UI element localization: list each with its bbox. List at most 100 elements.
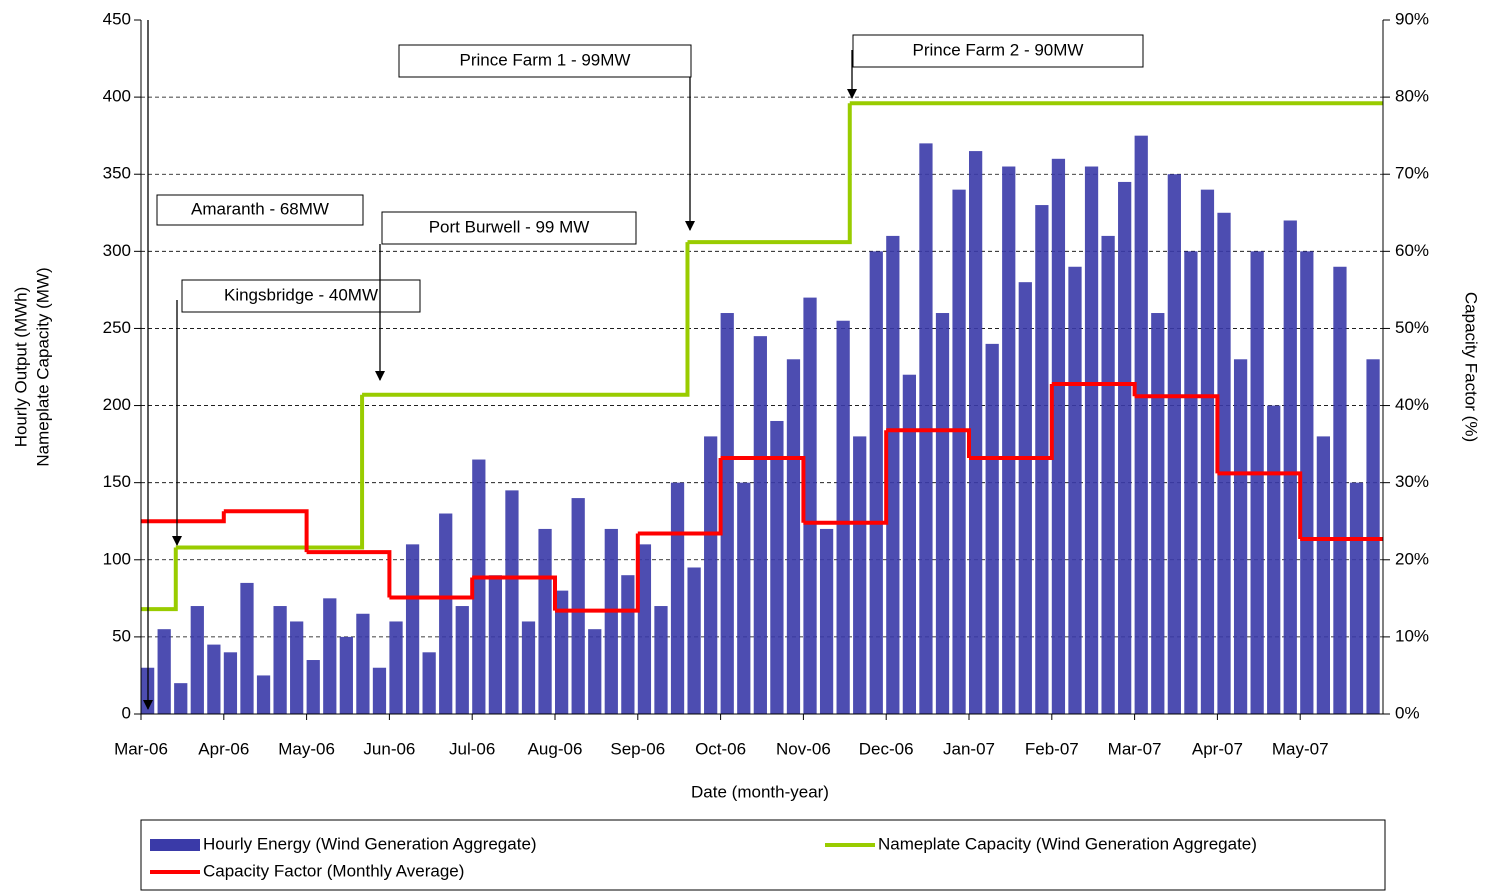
bar (1333, 266, 1347, 714)
bar (240, 582, 254, 714)
y2-tick-label: 80% (1395, 87, 1429, 106)
annotation-box (381, 211, 637, 245)
bar (704, 436, 718, 714)
step-segment (362, 242, 690, 397)
annotation-text: Prince Farm 1 - 99MW (460, 50, 631, 69)
y-tick-label: 150 (103, 472, 131, 491)
y-tick-label: 250 (103, 318, 131, 337)
step-segment (720, 455, 806, 523)
legend-label: Capacity Factor (Monthly Average) (203, 861, 464, 880)
x-tick-label: Aug-06 (528, 739, 583, 758)
bar (1002, 166, 1016, 714)
bar (1118, 181, 1132, 714)
y2-tick-label: 90% (1395, 9, 1429, 28)
bar (190, 606, 204, 714)
step-segment (175, 394, 365, 550)
bar (952, 189, 966, 715)
bar (405, 544, 420, 714)
bar (1051, 158, 1066, 715)
bar (356, 613, 370, 714)
bar (455, 606, 469, 714)
axes: 0 50 100 150 200 250 300 350 400 450 0% 10% 20% 30% 40… (103, 9, 1429, 758)
bar (157, 629, 171, 714)
bar (306, 660, 320, 714)
y-tick-label: 50 (112, 626, 131, 645)
bar (273, 606, 287, 714)
bar (902, 374, 917, 714)
bar (1283, 220, 1297, 714)
bar (803, 297, 817, 714)
bar (720, 313, 734, 714)
annotations: Amaranth - 68MW Kingsbridge - 40MW Port Bu… (143, 20, 1144, 710)
y2-tick-label: 50% (1395, 318, 1429, 337)
step-segment (637, 457, 723, 536)
bar (670, 482, 685, 714)
x-tick-label: Jan-07 (943, 739, 995, 758)
bars (141, 135, 1380, 715)
bar (886, 235, 900, 714)
x-axis-label: Date (month-year) (691, 782, 829, 801)
bar (174, 683, 188, 714)
x-tick-label: Apr-07 (1192, 739, 1243, 758)
bar (1018, 282, 1032, 714)
bar (770, 420, 784, 714)
annotation-box (852, 34, 1144, 68)
x-tick-label: Feb-07 (1025, 739, 1079, 758)
bar (1184, 251, 1198, 715)
bar (1134, 135, 1148, 714)
bar (1250, 251, 1264, 715)
bar (290, 621, 304, 714)
x-tick-label: Dec-06 (859, 739, 914, 758)
bar (1316, 436, 1331, 714)
step-segment (803, 430, 889, 525)
bar (521, 621, 536, 714)
y2-axis-label: Capacity Factor (%) (1462, 292, 1481, 442)
bar (1217, 212, 1231, 714)
y2-tick-label: 70% (1395, 164, 1429, 183)
bar (472, 459, 486, 714)
legend-label: Nameplate Capacity (Wind Generation Aggr… (878, 834, 1257, 853)
step-segment (141, 547, 178, 612)
bar (654, 606, 668, 714)
bar (786, 359, 801, 714)
y-tick-label: 200 (103, 395, 131, 414)
bar (505, 490, 519, 714)
annotation-box (398, 44, 692, 78)
bar (836, 320, 850, 714)
bar (1084, 166, 1099, 714)
bar (1101, 235, 1115, 714)
x-tick-label: Jul-06 (449, 739, 495, 758)
annotation-text: Port Burwell - 99 MW (429, 217, 590, 236)
bar (555, 590, 569, 714)
bar (853, 436, 867, 714)
step-segment (223, 509, 309, 553)
bar (588, 629, 602, 714)
step-segment (969, 383, 1054, 460)
legend-swatch (150, 839, 200, 851)
bar (1068, 266, 1082, 714)
bar (819, 528, 834, 714)
step-segment (1217, 471, 1303, 539)
x-tick-label: May-06 (278, 739, 335, 758)
y-axis-label: Nameplate Capacity (MW) (33, 267, 52, 466)
step-segment (1051, 381, 1137, 397)
bar (323, 598, 337, 714)
y-tick-label: 450 (103, 9, 131, 28)
annotation-box (156, 194, 364, 226)
x-tick-label: Apr-06 (198, 739, 249, 758)
bar (1366, 359, 1380, 714)
step-segment (687, 103, 852, 245)
y-tick-label: 400 (103, 87, 131, 106)
annotation-text: Amaranth - 68MW (191, 199, 329, 218)
bar (422, 652, 436, 714)
x-tick-label: Sep-06 (610, 739, 665, 758)
y2-tick-label: 30% (1395, 472, 1429, 491)
bar (339, 636, 353, 714)
y2-tick-label: 10% (1395, 626, 1429, 645)
bar (223, 652, 238, 714)
bar (1349, 482, 1364, 714)
x-tick-label: Mar-07 (1108, 739, 1162, 758)
y-tick-label: 0 (122, 703, 131, 722)
y-tick-label: 350 (103, 164, 131, 183)
